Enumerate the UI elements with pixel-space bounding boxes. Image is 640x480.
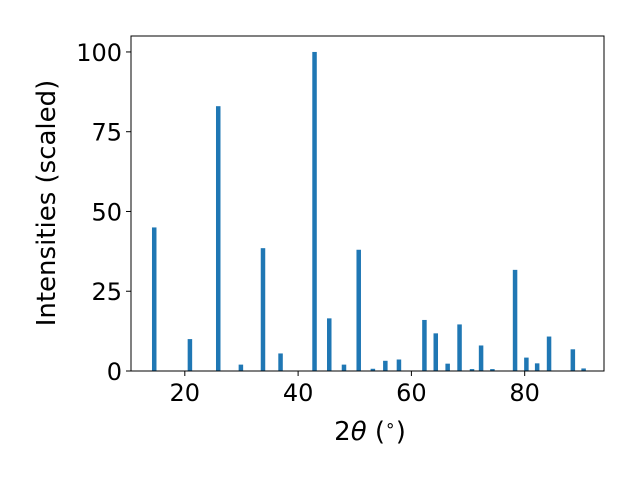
bar-peak-1 <box>151 227 157 371</box>
bar-peak-26 <box>581 368 586 371</box>
bar-peak-18 <box>469 369 475 371</box>
y-axis-label: Intensities (scaled) <box>32 80 62 327</box>
y-tick-label: 25 <box>91 278 122 306</box>
bar-peak-13 <box>396 359 402 371</box>
bars-group <box>151 51 586 371</box>
bar-peak-2 <box>187 339 193 371</box>
bar-peak-12 <box>383 360 388 371</box>
bar-peak-20 <box>490 369 495 371</box>
bar-peak-9 <box>341 364 347 371</box>
x-axis-label-prefix: 2 <box>334 417 351 447</box>
bar-peak-19 <box>478 345 484 371</box>
bar-peak-3 <box>215 106 221 371</box>
x-ticks: 20 40 60 80 <box>170 371 540 407</box>
x-tick-label: 40 <box>283 379 314 407</box>
y-tick-label: 100 <box>76 39 122 67</box>
plot-frame <box>130 35 605 372</box>
bar-peak-21 <box>512 269 518 371</box>
bar-peak-25 <box>570 349 576 371</box>
bar-peak-4 <box>238 364 244 371</box>
bar-peak-11 <box>370 368 376 371</box>
x-axis-label-unit: ( <box>367 417 385 447</box>
bar-peak-7 <box>312 51 317 371</box>
bar-peak-10 <box>356 249 361 371</box>
bar-peak-8 <box>327 318 332 371</box>
bar-peak-17 <box>457 324 462 371</box>
bar-peak-24 <box>546 336 552 371</box>
x-tick-label: 20 <box>170 379 201 407</box>
x-axis-label-degree: ∘ <box>385 416 396 436</box>
y-ticks: 0 25 50 75 100 <box>76 39 131 386</box>
bar-peak-15 <box>433 333 439 371</box>
bar-peak-6 <box>278 353 283 371</box>
x-tick-label: 60 <box>396 379 427 407</box>
x-axis-label-close: ) <box>396 417 406 447</box>
x-axis-label: 2θ (∘) <box>334 416 406 447</box>
bar-peak-16 <box>445 363 450 371</box>
bar-peak-14 <box>422 319 427 371</box>
x-tick-label: 80 <box>509 379 540 407</box>
bar-peak-22 <box>524 357 529 371</box>
y-tick-label: 0 <box>107 358 122 386</box>
y-tick-label: 75 <box>91 119 122 147</box>
y-tick-label: 50 <box>91 198 122 226</box>
x-axis-label-theta: θ <box>351 417 367 447</box>
bar-peak-23 <box>534 363 540 371</box>
bar-peak-5 <box>260 248 266 371</box>
